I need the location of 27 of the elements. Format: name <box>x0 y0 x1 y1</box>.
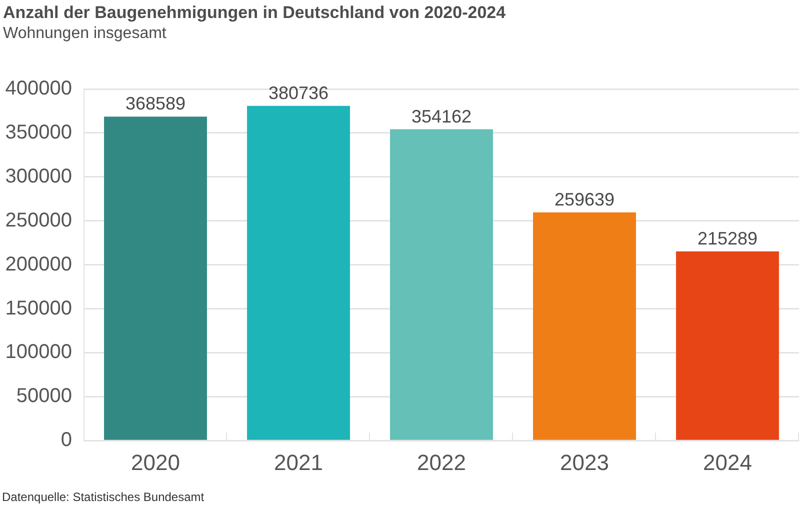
bar <box>104 116 207 440</box>
data-label: 259639 <box>554 189 615 210</box>
x-tick-label: 2022 <box>417 450 466 475</box>
bar <box>247 106 350 440</box>
data-label: 380736 <box>268 82 329 103</box>
chart-subtitle: Wohnungen insgesamt <box>3 24 166 43</box>
x-tick-label: 2024 <box>703 450 752 475</box>
x-tick-label: 2023 <box>560 450 609 475</box>
y-tick-label: 250000 <box>5 209 72 232</box>
y-tick-label: 150000 <box>5 297 72 320</box>
y-tick-label: 100000 <box>5 341 72 364</box>
x-tick-label: 2020 <box>131 450 180 475</box>
bar <box>390 129 493 440</box>
y-tick-label: 300000 <box>5 165 72 188</box>
bar <box>533 212 636 440</box>
data-label: 368589 <box>125 94 186 114</box>
chart-title: Anzahl der Baugenehmigungen in Deutschland von 2020-2024 <box>3 3 506 22</box>
y-tick-label: 200000 <box>5 253 72 276</box>
data-label: 215289 <box>697 228 758 248</box>
y-tick-label: 0 <box>60 429 72 452</box>
y-tick-label: 50000 <box>16 385 72 408</box>
bar <box>676 251 779 440</box>
data-label: 354162 <box>411 106 472 126</box>
y-tick-label: 350000 <box>5 121 72 144</box>
y-tick-label: 400000 <box>5 78 72 100</box>
x-tick-label: 2021 <box>274 450 323 475</box>
text: Datenquelle: Statistisches Bundesamt <box>2 490 204 505</box>
